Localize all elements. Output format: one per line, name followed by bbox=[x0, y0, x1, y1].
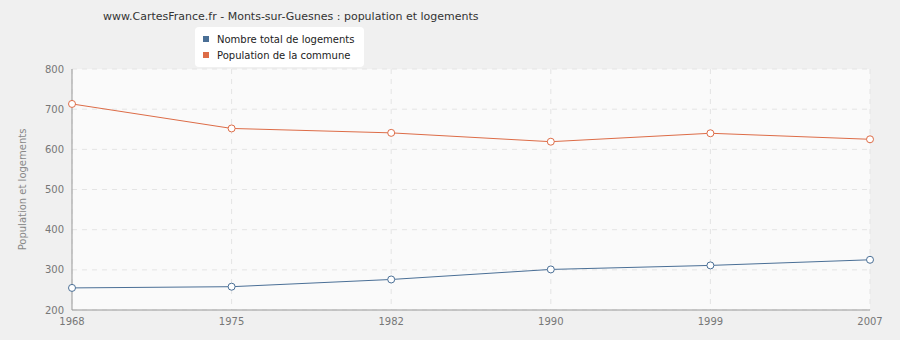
svg-text:1999: 1999 bbox=[698, 316, 723, 327]
svg-text:Population et logements: Population et logements bbox=[17, 129, 28, 251]
svg-text:700: 700 bbox=[45, 104, 64, 115]
svg-text:600: 600 bbox=[45, 144, 64, 155]
html-text:Nombre total de logements: Nombre total de logements bbox=[217, 33, 355, 45]
html-text:www.CartesFrance.fr - Monts-su: www.CartesFrance.fr - Monts-sur-Guesnes … bbox=[103, 10, 479, 23]
html-text:Population de la commune: Population de la commune bbox=[217, 49, 351, 61]
svg-text:300: 300 bbox=[45, 264, 64, 275]
svg-text:200: 200 bbox=[45, 305, 64, 316]
svg-text:1990: 1990 bbox=[538, 316, 563, 327]
svg-text:2007: 2007 bbox=[857, 316, 882, 327]
svg-text:1968: 1968 bbox=[59, 316, 84, 327]
svg-text:1975: 1975 bbox=[219, 316, 244, 327]
svg-text:800: 800 bbox=[45, 64, 64, 75]
svg-text:1982: 1982 bbox=[378, 316, 403, 327]
svg-text:400: 400 bbox=[45, 224, 64, 235]
svg-text:500: 500 bbox=[45, 184, 64, 195]
